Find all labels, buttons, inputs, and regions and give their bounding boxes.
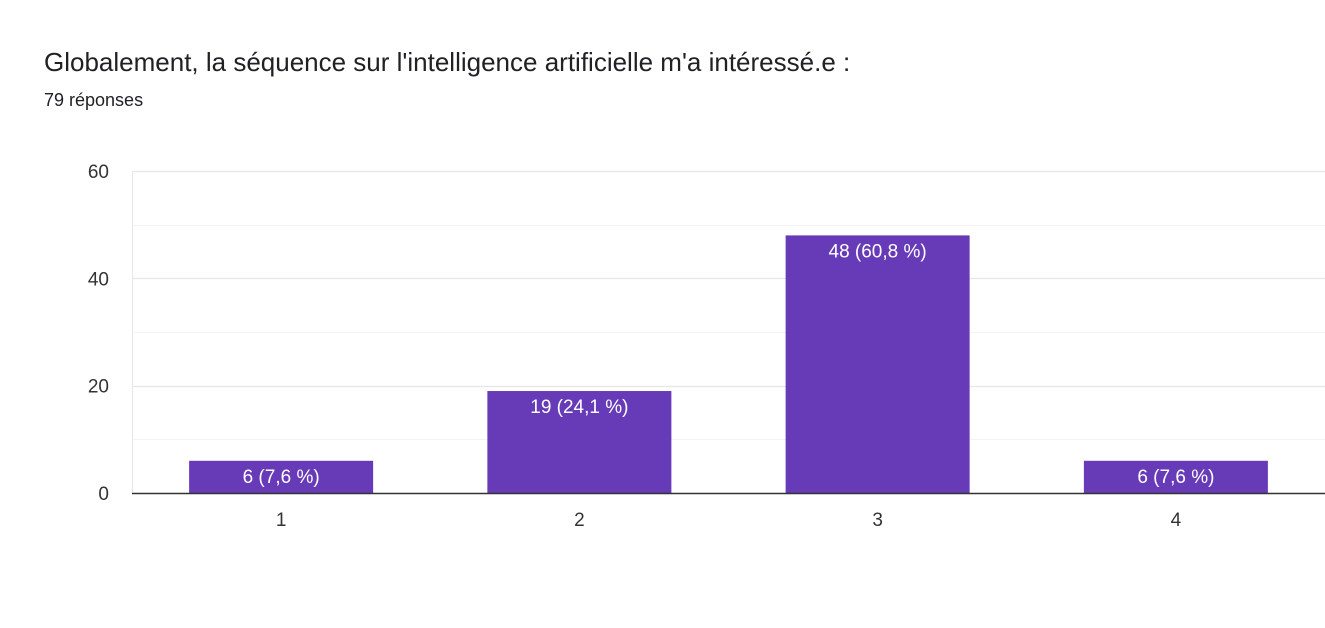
y-tick-label: 0: [98, 484, 109, 505]
bar-data-label: 19 (24,1 %): [530, 397, 628, 418]
x-tick-label: 1: [276, 510, 287, 531]
bar: [189, 460, 374, 493]
x-tick-label: 2: [574, 510, 585, 531]
bar: [785, 235, 970, 493]
y-tick-label: 40: [88, 269, 109, 290]
response-count: 79 réponses: [44, 90, 144, 110]
bar-data-label: 6 (7,6 %): [243, 467, 320, 488]
y-tick-label: 60: [88, 162, 109, 183]
x-tick-label: 3: [872, 510, 883, 531]
bar-data-label: 48 (60,8 %): [829, 241, 927, 262]
bar-data-label: 6 (7,6 %): [1137, 467, 1214, 488]
bar: [487, 391, 672, 493]
y-tick-label: 20: [88, 377, 109, 398]
chart-header: Globalement, la séquence sur l'intellige…: [44, 44, 850, 112]
x-tick-label: 4: [1171, 510, 1182, 531]
chart-title: Globalement, la séquence sur l'intellige…: [44, 47, 851, 77]
bar: [1083, 460, 1268, 493]
